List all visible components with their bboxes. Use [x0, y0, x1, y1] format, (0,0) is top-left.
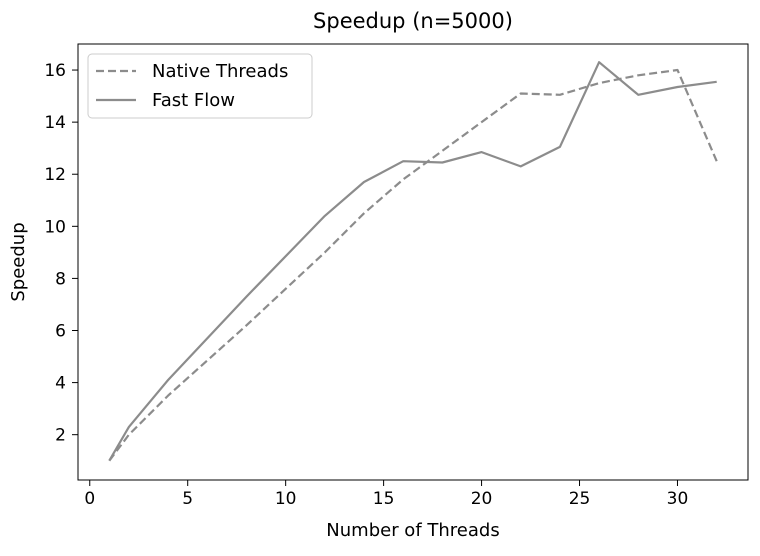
y-axis-label: Speedup [8, 222, 29, 301]
legend-label-fast-flow: Fast Flow [152, 90, 235, 111]
x-axis-label: Number of Threads [326, 520, 499, 541]
y-tick-label: 10 [44, 217, 66, 237]
y-tick-label: 8 [55, 269, 66, 289]
y-tick-label: 4 [55, 374, 66, 394]
legend-label-native-threads: Native Threads [152, 61, 288, 82]
x-tick-label: 15 [373, 489, 395, 509]
x-tick-label: 5 [182, 489, 193, 509]
y-tick-label: 12 [44, 165, 66, 185]
series-line-fast-flow [108, 61, 717, 462]
y-tick-label: 16 [44, 61, 66, 81]
x-tick-label: 20 [471, 489, 493, 509]
series-layer [108, 61, 718, 462]
x-ticks: 0 5 10 15 20 25 30 [84, 480, 688, 509]
y-tick-label: 6 [55, 321, 66, 341]
x-tick-label: 10 [275, 489, 297, 509]
series-line-native-threads [108, 68, 718, 462]
x-tick-label: 0 [84, 489, 95, 509]
y-tick-label: 14 [44, 113, 66, 133]
legend-box [87, 53, 313, 119]
legend: Native Threads Fast Flow [87, 53, 313, 119]
x-tick-label: 25 [569, 489, 591, 509]
chart-title: Speedup (n=5000) [313, 9, 513, 33]
y-ticks: 2 4 6 8 10 12 14 16 [44, 61, 78, 446]
x-tick-label: 30 [667, 489, 689, 509]
y-tick-label: 2 [55, 426, 66, 446]
